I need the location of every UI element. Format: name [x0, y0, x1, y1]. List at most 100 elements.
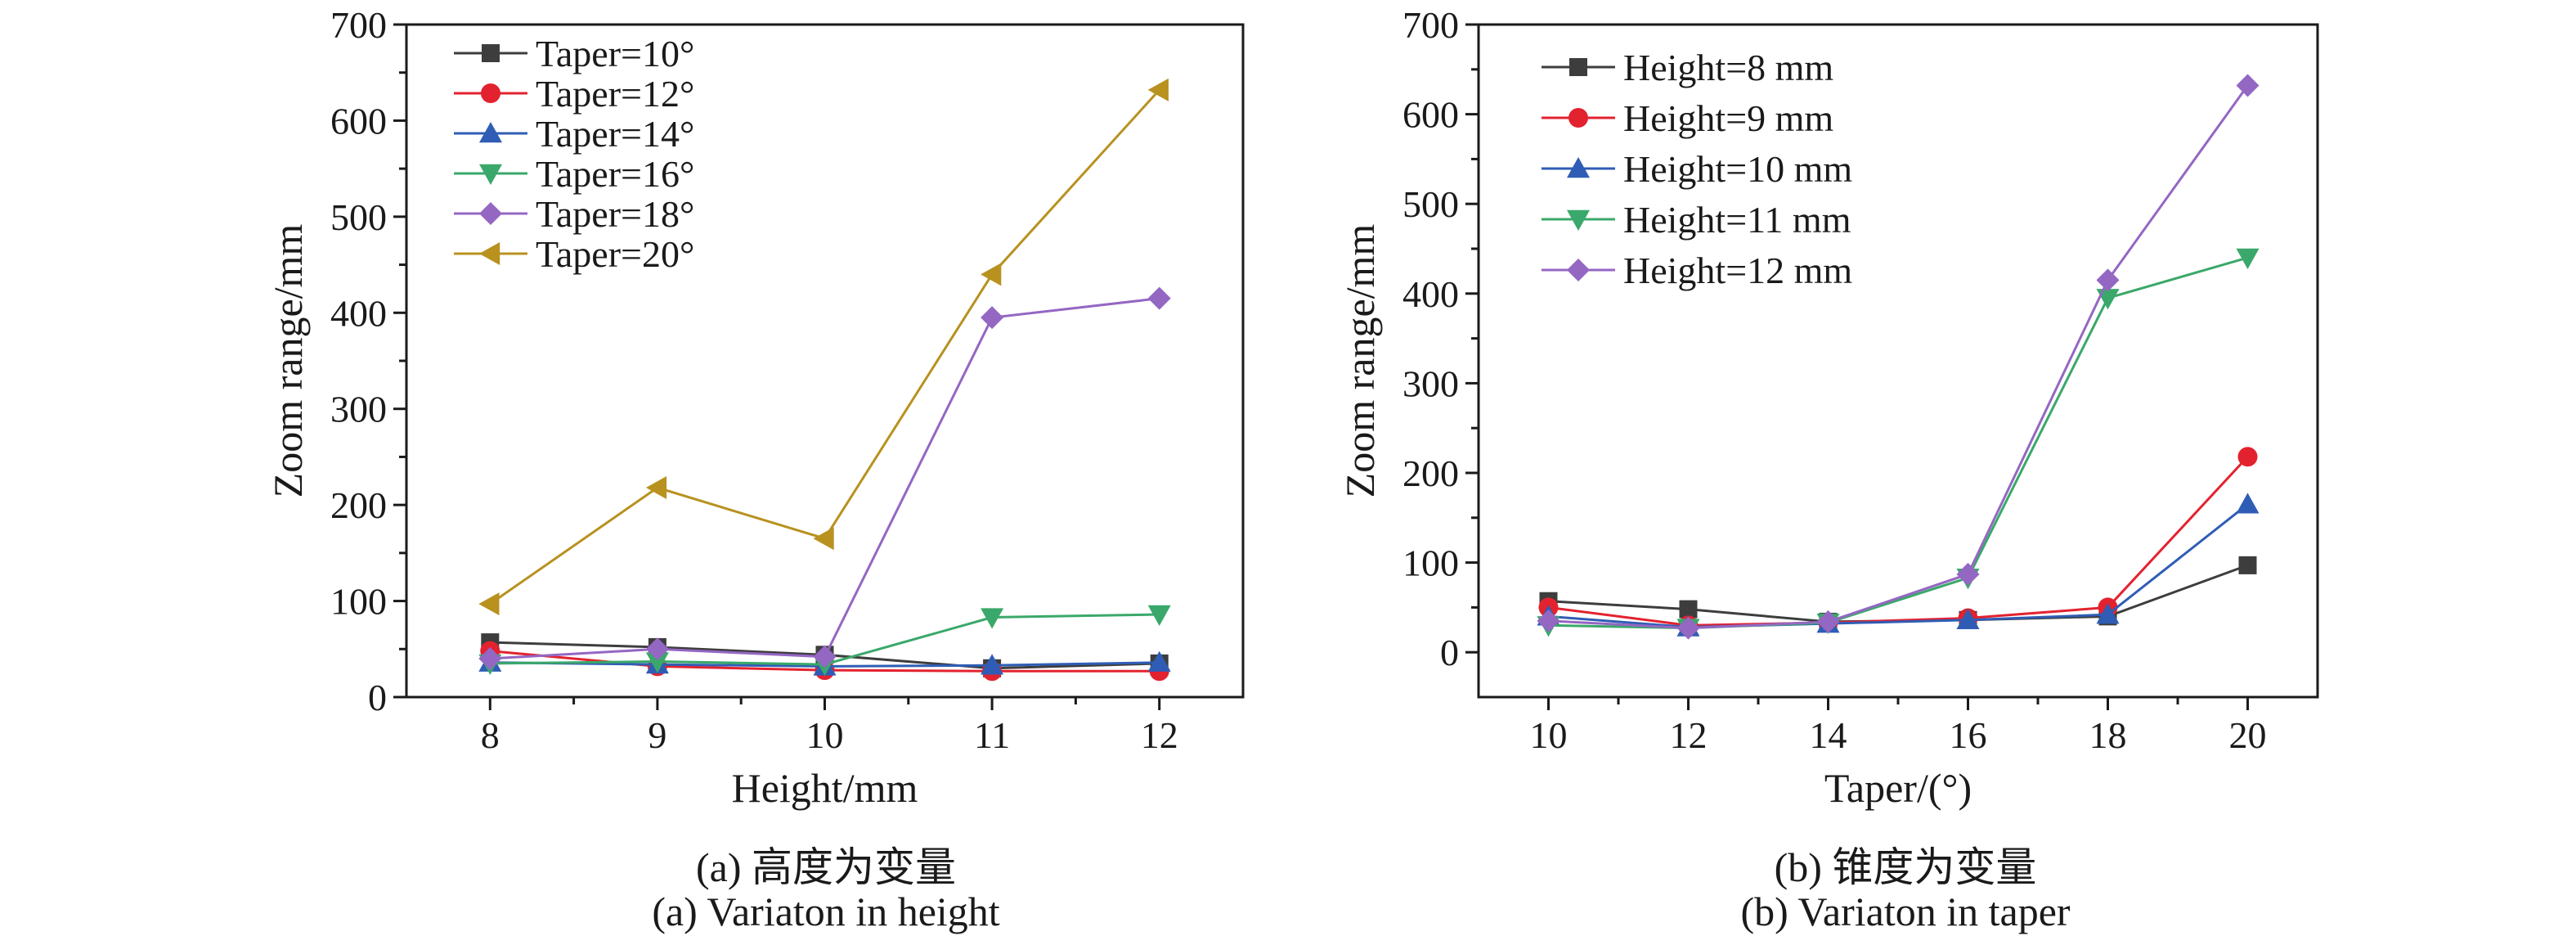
series-line	[1548, 456, 2249, 627]
caption-cn-b-text: (b) 锥度为变量	[1774, 844, 2037, 890]
caption-cn-b: (b) 锥度为变量	[1497, 835, 2314, 893]
legend-marker	[1568, 108, 1588, 128]
x-tick-label: 20	[2229, 714, 2267, 756]
legend-marker	[1567, 157, 1590, 178]
series-line	[1548, 503, 2249, 629]
x-tick-label: 18	[2089, 714, 2127, 756]
y-tick-label: 0	[1440, 632, 1459, 673]
data-point	[813, 645, 837, 668]
data-point	[1816, 610, 1840, 633]
series-line	[1548, 84, 2249, 630]
legend-label: Taper=10°	[536, 33, 694, 74]
caption-en-a: (a) Variaton in height	[417, 888, 1235, 935]
data-point	[2236, 248, 2260, 269]
legend-marker	[481, 83, 500, 103]
data-point	[645, 637, 669, 661]
y-tick-label: 300	[330, 389, 387, 430]
data-point	[2238, 556, 2257, 574]
data-point	[1147, 78, 1169, 101]
data-point	[981, 263, 1002, 286]
data-point	[645, 476, 667, 500]
data-point	[813, 527, 834, 551]
data-point	[1956, 608, 1980, 629]
y-axis-label: Zoom range/mm	[1337, 224, 1383, 498]
y-tick-label: 500	[1402, 183, 1459, 225]
x-tick-label: 10	[806, 714, 844, 756]
legend-label: Taper=18°	[536, 193, 694, 235]
data-point	[1147, 605, 1171, 627]
series-line	[1548, 256, 2248, 630]
y-tick-label: 700	[330, 4, 387, 46]
legend-marker	[479, 202, 502, 225]
data-point	[1147, 286, 1171, 310]
data-point	[2096, 268, 2120, 292]
data-point	[478, 647, 502, 671]
data-point	[478, 592, 500, 616]
y-axis-label: Zoom range/mm	[265, 224, 311, 498]
data-point	[981, 608, 1004, 629]
y-tick-label: 200	[1402, 452, 1459, 494]
legend-marker	[479, 242, 500, 265]
legend-marker	[1567, 209, 1590, 231]
x-tick-label: 10	[1530, 714, 1568, 756]
x-tick-label: 14	[1810, 714, 1847, 756]
legend-label: Taper=14°	[536, 113, 694, 155]
x-tick-label: 16	[1950, 714, 1987, 756]
y-tick-label: 600	[330, 100, 387, 142]
caption-en-b-text: (b) Variaton in taper	[1740, 889, 2071, 934]
data-point	[1537, 609, 1560, 632]
caption-cn-a: (a) 高度为变量	[417, 835, 1235, 893]
data-point	[1676, 616, 1700, 640]
legend-label: Taper=12°	[536, 73, 694, 115]
legend-marker	[479, 164, 502, 185]
chart-panel-a: 0 100 200 300 400 500 600 700 8 9 10 11 12 Height/mm Z…	[265, 4, 1245, 811]
data-point	[2236, 74, 2260, 97]
x-tick-label: 11	[974, 714, 1010, 756]
plot-frame	[1477, 23, 2319, 699]
y-tick-label: 0	[368, 677, 387, 718]
series-line	[490, 297, 1160, 660]
legend-marker	[1569, 58, 1587, 76]
legend-marker	[479, 122, 502, 143]
y-tick-label: 300	[1402, 362, 1459, 404]
data-point	[2237, 447, 2258, 467]
data-point	[2236, 493, 2260, 514]
legend-label: Height=9 mm	[1623, 97, 1833, 139]
y-tick-label: 200	[330, 484, 387, 526]
y-tick-label: 600	[1402, 94, 1459, 136]
legend-label: Height=10 mm	[1623, 148, 1852, 190]
x-tick-label: 12	[1141, 714, 1178, 756]
legend-label: Taper=16°	[536, 153, 694, 195]
x-axis-label: Taper/(°)	[1824, 765, 1972, 811]
data-point	[981, 306, 1004, 330]
data-point	[2096, 603, 2120, 624]
data-point	[1679, 600, 1698, 619]
y-tick-label: 100	[330, 581, 387, 623]
caption-en-b: (b) Variaton in taper	[1497, 888, 2314, 935]
y-tick-label: 700	[1402, 4, 1459, 46]
x-tick-label: 9	[648, 714, 666, 756]
data-point	[1956, 562, 1980, 586]
caption-cn-a-text: (a) 高度为变量	[696, 844, 956, 890]
legend-label: Height=12 mm	[1623, 250, 1852, 291]
y-tick-label: 100	[1402, 542, 1459, 584]
chart-panel-b: 0 100 200 300 400 500 600 700 10 12 14 16 18 20 Taper/…	[1337, 4, 2319, 811]
series-line	[1548, 564, 2249, 623]
y-tick-label: 400	[330, 292, 387, 334]
y-tick-label: 400	[1402, 273, 1459, 315]
y-tick-label: 500	[330, 196, 387, 238]
caption-en-a-text: (a) Variaton in height	[652, 889, 1000, 934]
legend-label: Height=8 mm	[1623, 47, 1833, 88]
legend-marker	[482, 44, 500, 62]
data-point	[1147, 650, 1171, 672]
legend-label: Taper=20°	[536, 233, 694, 275]
legend-label: Height=11 mm	[1623, 199, 1851, 241]
x-axis-label: Height/mm	[732, 765, 918, 811]
x-tick-label: 8	[481, 714, 500, 756]
data-point	[645, 652, 669, 673]
plot-frame	[405, 23, 1245, 699]
x-tick-label: 12	[1670, 714, 1708, 756]
data-point	[981, 654, 1004, 675]
legend-marker	[1567, 259, 1590, 281]
